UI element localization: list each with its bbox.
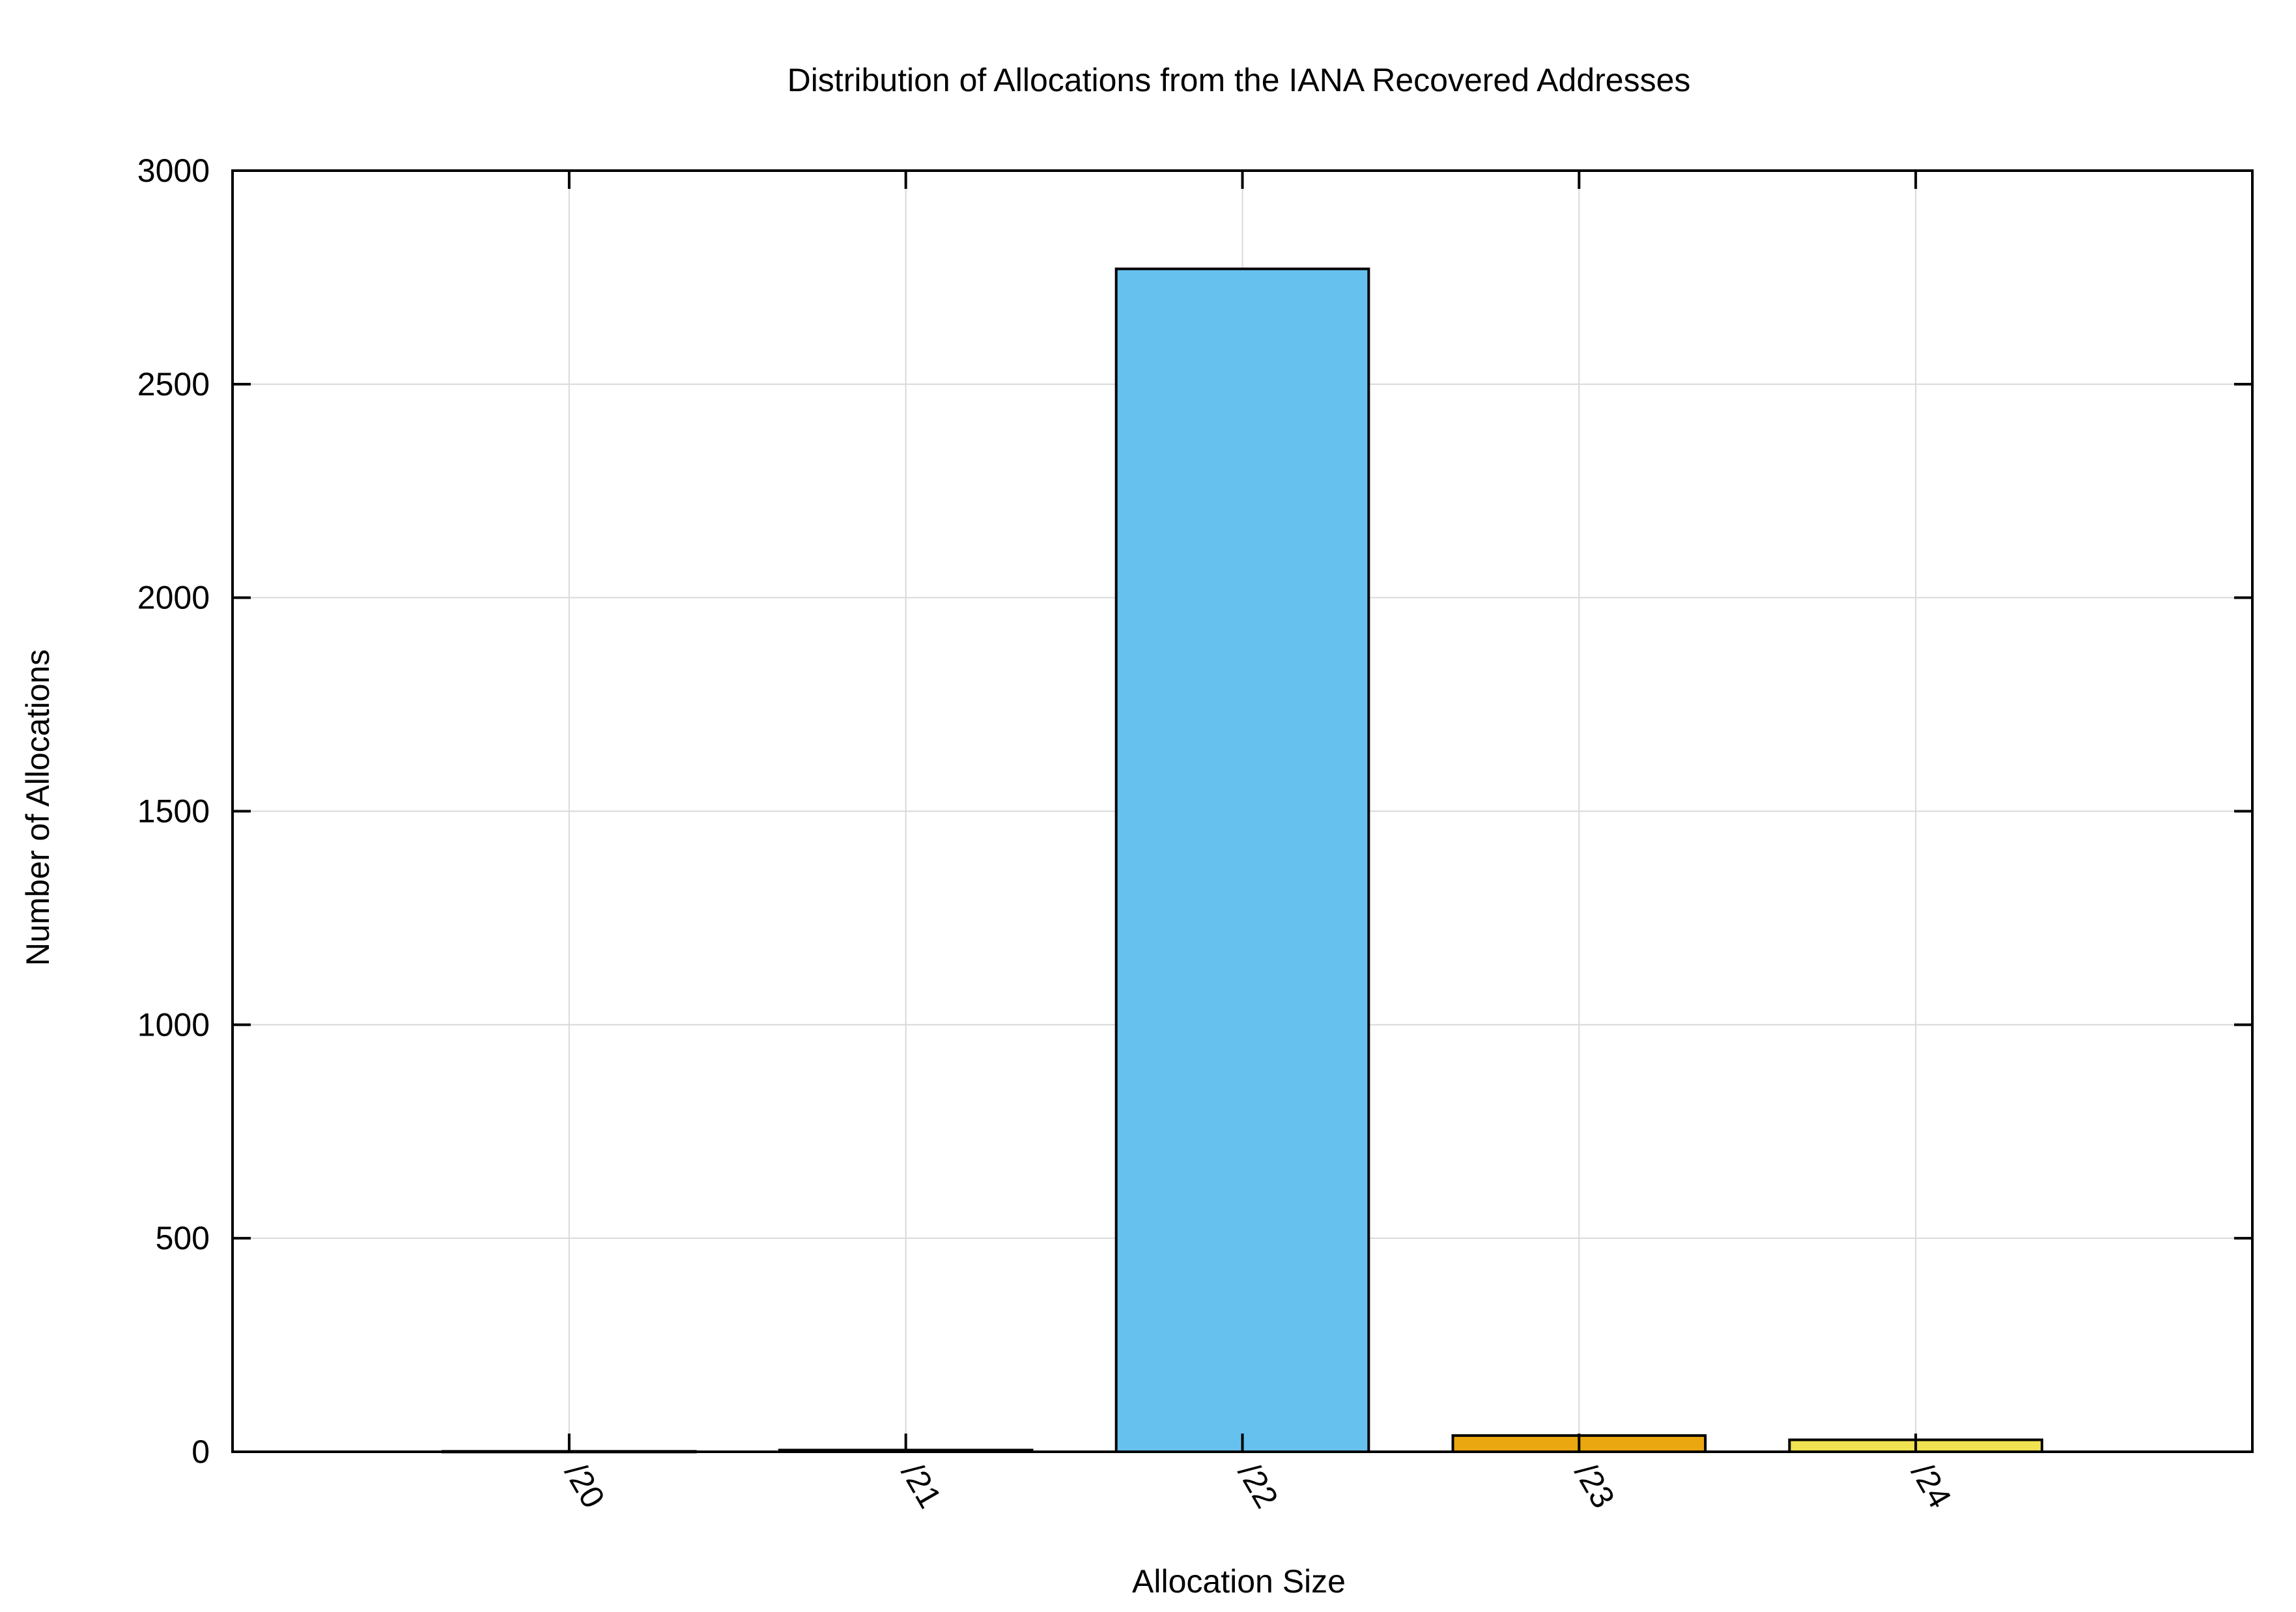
y-axis-label: Number of Allocations [20, 649, 56, 966]
chart-title: Distribution of Allocations from the IAN… [787, 62, 1691, 98]
bar-22 [1114, 267, 1370, 1453]
y-tick-label: 1000 [137, 1006, 210, 1043]
x-axis-label: Allocation Size [1132, 1563, 1346, 1600]
y-tick-labels: 0 500 1000 1500 2000 2500 3000 [137, 152, 210, 1470]
tick-marks [233, 169, 2252, 1453]
y-tick-label: 0 [191, 1434, 210, 1470]
y-tick-label: 500 [156, 1220, 210, 1256]
y-tick-label: 2500 [137, 366, 210, 403]
bars [442, 267, 2043, 1454]
y-tick-label: 2000 [137, 580, 210, 616]
y-tick-label: 1500 [137, 793, 210, 830]
y-tick-label: 3000 [137, 152, 210, 189]
